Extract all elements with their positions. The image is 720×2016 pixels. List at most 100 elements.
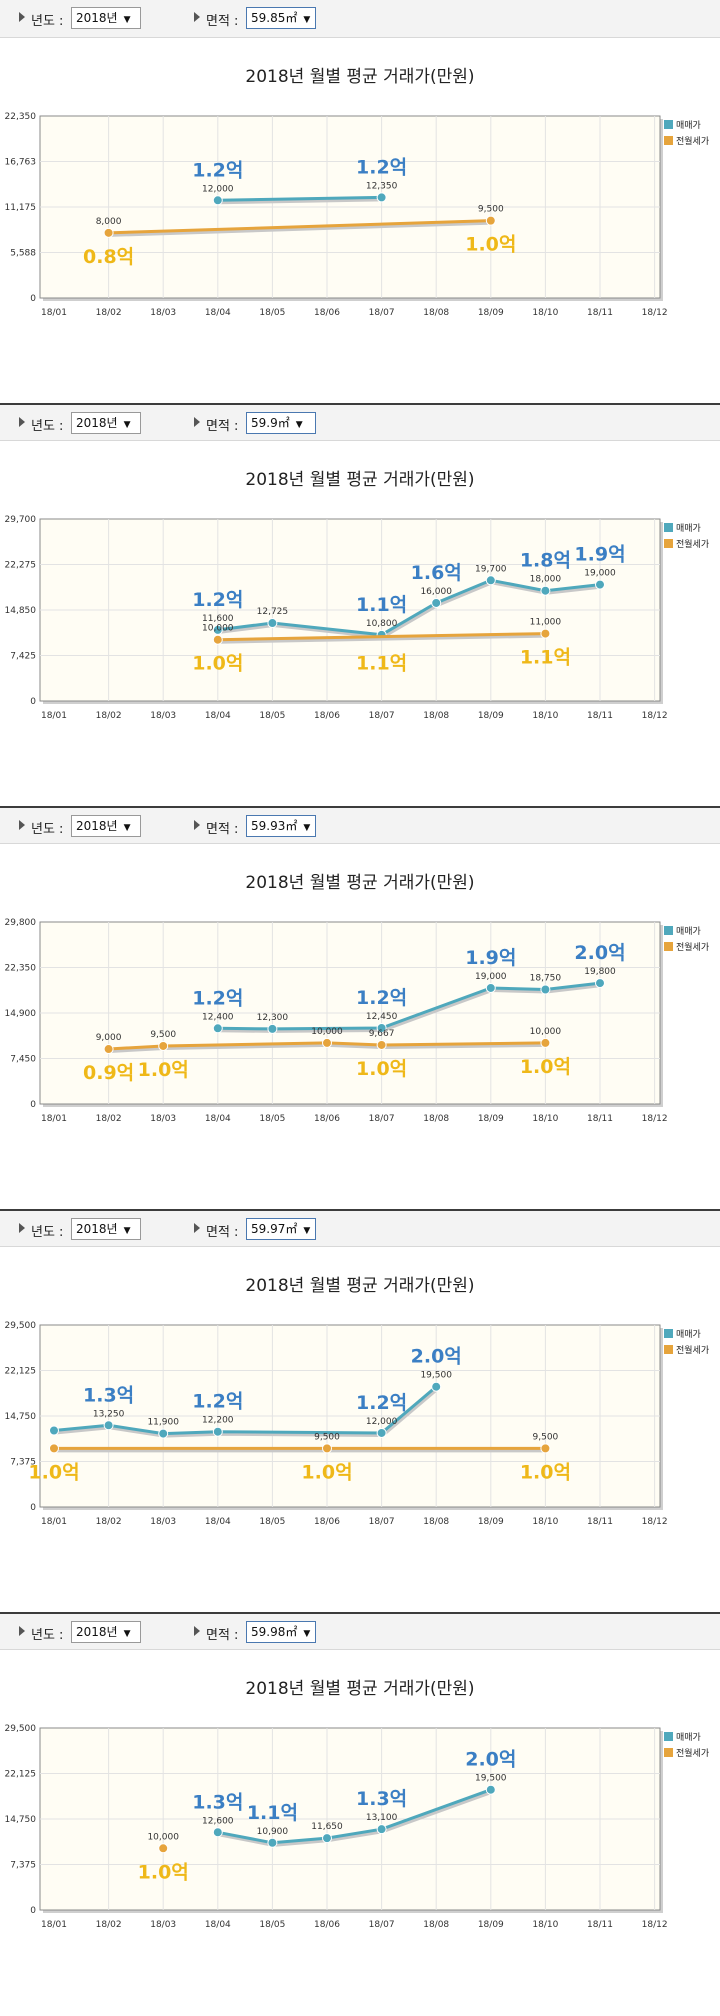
y-tick-label: 22,125 <box>5 1367 37 1377</box>
data-label: 9,000 <box>96 1033 122 1043</box>
jeonse-point[interactable] <box>158 1843 169 1854</box>
data-label: 16,000 <box>420 587 452 597</box>
trade-point[interactable] <box>376 192 387 203</box>
trade-point[interactable] <box>540 585 551 596</box>
jeonse-point[interactable] <box>485 215 496 226</box>
filter-bar: 년도 : 2018년 ▼ 면적 : 59.93㎡ ▼ <box>0 806 720 844</box>
x-tick-label: 18/04 <box>205 1114 231 1124</box>
data-label: 9,500 <box>533 1432 559 1442</box>
jeonse-point[interactable] <box>322 1037 332 1048</box>
area-select[interactable]: 59.9㎡ ▼ <box>246 412 316 434</box>
data-label: 9,500 <box>150 1030 176 1040</box>
y-tick-label: 14,850 <box>5 606 37 616</box>
x-tick-label: 18/03 <box>150 1920 176 1930</box>
year-select[interactable]: 2018년 ▼ <box>71 815 141 837</box>
dropdown-arrow-icon <box>194 1626 200 1636</box>
y-tick-label: 22,350 <box>5 964 37 974</box>
legend-swatch <box>664 120 673 129</box>
jeonse-point[interactable] <box>103 1044 114 1055</box>
trade-point[interactable] <box>376 1824 387 1835</box>
year-select-value: 2018년 <box>76 416 118 430</box>
price-annotation: 1.2억 <box>192 987 243 1009</box>
price-annotation: 1.1억 <box>520 647 571 669</box>
trade-point[interactable] <box>158 1428 169 1439</box>
x-tick-label: 18/11 <box>587 308 613 318</box>
trade-point[interactable] <box>212 1827 223 1838</box>
area-select[interactable]: 59.97㎡ ▼ <box>246 1218 316 1240</box>
trade-point[interactable] <box>485 1784 496 1795</box>
x-tick-label: 18/09 <box>478 1114 504 1124</box>
price-annotation: 1.9억 <box>465 947 516 969</box>
jeonse-point[interactable] <box>158 1040 169 1051</box>
data-label: 19,000 <box>584 569 616 579</box>
jeonse-point[interactable] <box>540 628 551 639</box>
trade-point[interactable] <box>322 1833 332 1844</box>
trade-point[interactable] <box>485 982 496 993</box>
year-select[interactable]: 2018년 ▼ <box>71 412 141 434</box>
trade-point[interactable] <box>267 1837 278 1848</box>
x-tick-label: 18/02 <box>96 308 122 318</box>
data-label: 10,000 <box>202 624 234 634</box>
trade-point[interactable] <box>212 195 223 206</box>
trade-point[interactable] <box>49 1425 59 1436</box>
trade-point[interactable] <box>267 1023 278 1034</box>
legend-item-jeonse: 전월세가 <box>676 1747 709 1759</box>
series-line-shadow <box>109 220 492 237</box>
data-label: 10,000 <box>311 1027 343 1037</box>
x-tick-label: 18/10 <box>532 1920 558 1930</box>
jeonse-point[interactable] <box>376 1039 387 1050</box>
y-tick-label: 14,900 <box>5 1009 37 1019</box>
trade-point[interactable] <box>212 1023 223 1034</box>
x-tick-label: 18/10 <box>532 1114 558 1124</box>
data-label: 12,725 <box>257 607 289 617</box>
jeonse-point[interactable] <box>540 1037 551 1048</box>
caret-down-icon: ▼ <box>303 823 311 833</box>
legend-item-jeonse: 전월세가 <box>676 135 709 147</box>
year-select[interactable]: 2018년 ▼ <box>71 1621 141 1643</box>
trade-point[interactable] <box>103 1420 114 1431</box>
dropdown-arrow-icon <box>194 417 200 427</box>
trade-point[interactable] <box>267 618 278 629</box>
trade-point[interactable] <box>212 624 223 635</box>
data-label: 13,250 <box>93 1409 125 1419</box>
chart-panel: 년도 : 2018년 ▼ 면적 : 59.98㎡ ▼ 2018년 월별 평균 거래가(만원)… <box>0 1612 720 2015</box>
price-annotation: 1.3억 <box>356 1788 407 1810</box>
jeonse-point[interactable] <box>103 227 114 238</box>
legend-swatch <box>664 539 673 548</box>
year-select[interactable]: 2018년 ▼ <box>71 7 141 29</box>
trade-point[interactable] <box>212 1426 223 1437</box>
dropdown-arrow-icon <box>19 820 25 830</box>
area-select-value: 59.9㎡ <box>251 416 290 430</box>
trade-point[interactable] <box>595 579 605 590</box>
jeonse-point[interactable] <box>540 1443 551 1454</box>
year-select[interactable]: 2018년 ▼ <box>71 1218 141 1240</box>
area-select[interactable]: 59.93㎡ ▼ <box>246 815 316 837</box>
trade-point[interactable] <box>485 575 496 586</box>
price-annotation: 1.2억 <box>192 589 243 611</box>
data-label: 12,300 <box>257 1013 289 1023</box>
jeonse-point[interactable] <box>49 1443 59 1454</box>
trade-point[interactable] <box>595 978 605 989</box>
x-tick-label: 18/12 <box>642 1114 668 1124</box>
area-select[interactable]: 59.85㎡ ▼ <box>246 7 316 29</box>
price-annotation: 1.3억 <box>83 1384 134 1406</box>
jeonse-point[interactable] <box>212 634 223 645</box>
caret-down-icon: ▼ <box>123 420 131 430</box>
x-tick-label: 18/08 <box>423 711 449 721</box>
trade-point[interactable] <box>376 1427 387 1438</box>
area-select[interactable]: 59.98㎡ ▼ <box>246 1621 316 1643</box>
price-annotation: 1.3억 <box>192 1791 243 1813</box>
price-annotation: 1.0억 <box>301 1461 352 1483</box>
x-tick-label: 18/06 <box>314 308 340 318</box>
trade-point[interactable] <box>540 984 551 995</box>
area-select-value: 59.93㎡ <box>251 819 298 833</box>
x-tick-label: 18/07 <box>369 1114 395 1124</box>
jeonse-point[interactable] <box>322 1443 332 1454</box>
trade-point[interactable] <box>431 1381 442 1392</box>
trade-point[interactable] <box>376 1022 387 1033</box>
caret-down-icon: ▼ <box>295 420 303 430</box>
trade-point[interactable] <box>431 597 442 608</box>
area-select-value: 59.97㎡ <box>251 1222 298 1236</box>
price-annotation: 1.2억 <box>356 1392 407 1414</box>
x-tick-label: 18/12 <box>642 1920 668 1930</box>
